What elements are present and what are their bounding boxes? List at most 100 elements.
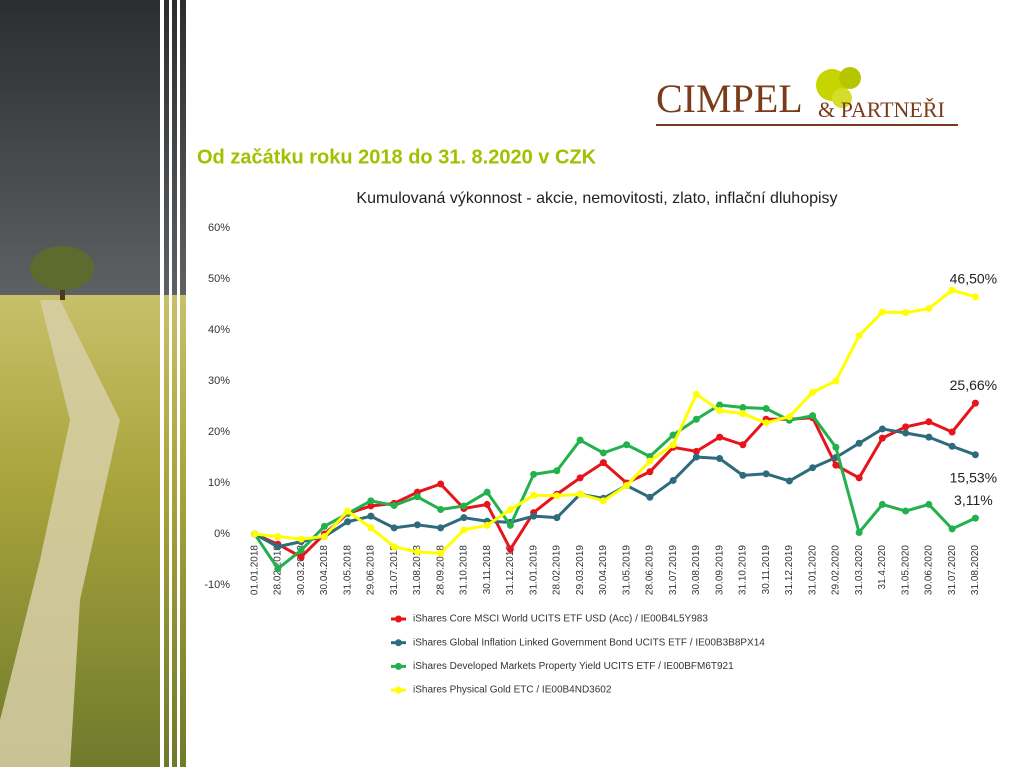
point bbox=[599, 449, 607, 457]
point bbox=[878, 500, 886, 508]
point bbox=[553, 467, 561, 475]
point bbox=[948, 525, 956, 533]
point bbox=[739, 404, 747, 412]
point bbox=[878, 308, 886, 316]
point bbox=[390, 524, 398, 532]
point bbox=[855, 474, 863, 482]
point bbox=[297, 546, 305, 554]
x-tick-label: 31.12.2018 bbox=[505, 545, 516, 595]
legend-marker bbox=[395, 662, 402, 670]
point bbox=[692, 453, 700, 461]
x-tick-label: 31.08.2018 bbox=[412, 545, 423, 595]
legend-marker bbox=[395, 615, 402, 623]
point bbox=[320, 533, 328, 541]
point bbox=[599, 459, 607, 467]
x-tick-label: 30.06.2020 bbox=[924, 545, 935, 595]
y-tick-label: -10% bbox=[204, 579, 230, 591]
point bbox=[716, 455, 724, 463]
point bbox=[692, 447, 700, 455]
legend-marker bbox=[395, 686, 402, 694]
x-tick-label: 31.07.2020 bbox=[947, 545, 958, 595]
legend-label: iShares Global Inflation Linked Governme… bbox=[413, 637, 765, 648]
point bbox=[902, 429, 910, 437]
point bbox=[855, 332, 863, 340]
point bbox=[971, 451, 979, 459]
point bbox=[390, 543, 398, 551]
point bbox=[762, 419, 770, 427]
heading: Od začátku roku 2018 do 31. 8.2020 v CZK bbox=[197, 146, 597, 168]
x-tick-label: 29.06.2018 bbox=[366, 545, 377, 595]
x-tick-label: 28.02.2019 bbox=[552, 545, 563, 595]
point bbox=[530, 470, 538, 478]
point bbox=[669, 476, 677, 484]
x-tick-label: 01.01.2018 bbox=[249, 545, 260, 595]
point bbox=[809, 464, 817, 472]
x-tick-label: 31.03.2020 bbox=[854, 545, 865, 595]
point bbox=[739, 410, 747, 418]
point bbox=[948, 286, 956, 294]
x-tick-label: 28.09.2018 bbox=[435, 545, 446, 595]
logo-suffix: & PARTNEŘI bbox=[818, 97, 945, 122]
point bbox=[832, 443, 840, 451]
point bbox=[367, 512, 375, 520]
x-tick-label: 30.04.2019 bbox=[598, 545, 609, 595]
series-line bbox=[253, 403, 977, 571]
point bbox=[669, 441, 677, 449]
x-tick-label: 31.10.2019 bbox=[738, 545, 749, 595]
point bbox=[739, 471, 747, 479]
point bbox=[762, 470, 770, 478]
point bbox=[274, 565, 282, 573]
x-tick-label: 31.08.2020 bbox=[970, 545, 981, 595]
point bbox=[367, 502, 375, 510]
point bbox=[483, 488, 491, 496]
point bbox=[902, 309, 910, 317]
point bbox=[785, 477, 793, 485]
point bbox=[623, 482, 631, 490]
point bbox=[785, 413, 793, 421]
y-tick-label: 60% bbox=[208, 222, 230, 234]
x-tick-label: 28.06.2019 bbox=[645, 545, 656, 595]
x-tick-label: 31.07.2018 bbox=[389, 545, 400, 595]
photo bbox=[0, 0, 186, 767]
point bbox=[483, 521, 491, 529]
point bbox=[297, 535, 305, 543]
y-tick-label: 30% bbox=[208, 375, 230, 387]
point bbox=[367, 524, 375, 532]
x-tick-label: 31.10.2018 bbox=[459, 545, 470, 595]
point bbox=[437, 549, 445, 557]
point bbox=[902, 423, 910, 431]
series-line bbox=[253, 427, 976, 549]
point bbox=[878, 425, 886, 433]
point bbox=[925, 305, 933, 313]
x-tick-label: 30.11.2018 bbox=[482, 545, 493, 595]
point bbox=[274, 543, 282, 551]
point bbox=[297, 553, 305, 561]
point bbox=[855, 528, 863, 536]
point bbox=[413, 521, 421, 529]
legend-label: iShares Core MSCI World UCITS ETF USD (A… bbox=[413, 614, 708, 625]
point bbox=[553, 514, 561, 522]
point bbox=[437, 524, 445, 532]
point bbox=[832, 377, 840, 385]
point bbox=[390, 501, 398, 509]
y-tick-label: 20% bbox=[208, 426, 230, 438]
point bbox=[437, 480, 445, 488]
point bbox=[971, 514, 979, 522]
point bbox=[576, 436, 584, 444]
value-label: 46,50% bbox=[950, 271, 997, 287]
x-tick-label: 30.08.2019 bbox=[691, 545, 702, 595]
point bbox=[925, 500, 933, 508]
x-tick-label: 31.07.2019 bbox=[668, 545, 679, 595]
point bbox=[902, 507, 910, 515]
point bbox=[646, 493, 654, 501]
x-tick-label: 31.01.2019 bbox=[528, 545, 539, 595]
legend-label: iShares Physical Gold ETC / IE00B4ND3602 bbox=[413, 685, 612, 696]
point bbox=[413, 493, 421, 501]
legend-label: iShares Developed Markets Property Yield… bbox=[413, 661, 734, 672]
y-tick-label: 50% bbox=[208, 273, 230, 285]
y-tick-label: 10% bbox=[208, 477, 230, 489]
value-label: 25,66% bbox=[950, 377, 997, 393]
point bbox=[646, 457, 654, 465]
point bbox=[320, 522, 328, 530]
